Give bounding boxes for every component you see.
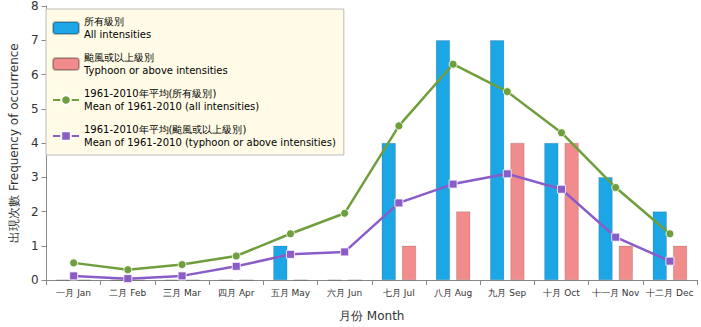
svg-text:1961-2010年平均(颱風或以上級別): 1961-2010年平均(颱風或以上級別) [84,124,246,135]
svg-text:出現次數 Frequency of occurrence: 出現次數 Frequency of occurrence [7,43,21,243]
svg-text:5: 5 [31,102,39,116]
svg-text:7: 7 [31,33,39,47]
svg-text:4: 4 [31,136,39,150]
svg-text:1961-2010年平均(所有級別): 1961-2010年平均(所有級別) [84,88,216,99]
svg-text:1: 1 [31,239,39,253]
svg-text:0: 0 [31,273,39,287]
svg-text:3: 3 [31,170,39,184]
svg-text:2: 2 [31,205,39,219]
svg-text:十二月 Dec: 十二月 Dec [646,288,693,298]
svg-text:二月 Feb: 二月 Feb [109,288,146,298]
svg-text:七月 Jul: 七月 Jul [383,288,415,298]
svg-text:Typhoon or above intensities: Typhoon or above intensities [83,65,228,76]
svg-text:All intensities: All intensities [84,29,151,40]
svg-text:8: 8 [31,0,39,13]
svg-text:一月 Jan: 一月 Jan [56,288,91,298]
svg-text:六月 Jun: 六月 Jun [327,288,362,298]
svg-text:九月 Sep: 九月 Sep [488,288,526,298]
svg-text:颱風或以上級別: 颱風或以上級別 [84,52,154,63]
svg-text:五月 May: 五月 May [271,288,311,298]
svg-text:6: 6 [31,68,39,82]
svg-text:Mean of 1961-2010 (typhoon or: Mean of 1961-2010 (typhoon or above inte… [84,137,336,148]
svg-text:四月 Apr: 四月 Apr [218,288,255,298]
svg-text:Mean of 1961-2010 (all intensi: Mean of 1961-2010 (all intensities) [84,101,259,112]
svg-text:十一月 Nov: 十一月 Nov [592,288,640,298]
svg-text:所有級別: 所有級別 [84,16,124,27]
svg-text:八月 Aug: 八月 Aug [434,288,472,298]
svg-text:三月 Mar: 三月 Mar [163,288,201,298]
svg-text:十月 Oct: 十月 Oct [543,288,580,298]
svg-text:月份 Month: 月份 Month [339,309,404,323]
